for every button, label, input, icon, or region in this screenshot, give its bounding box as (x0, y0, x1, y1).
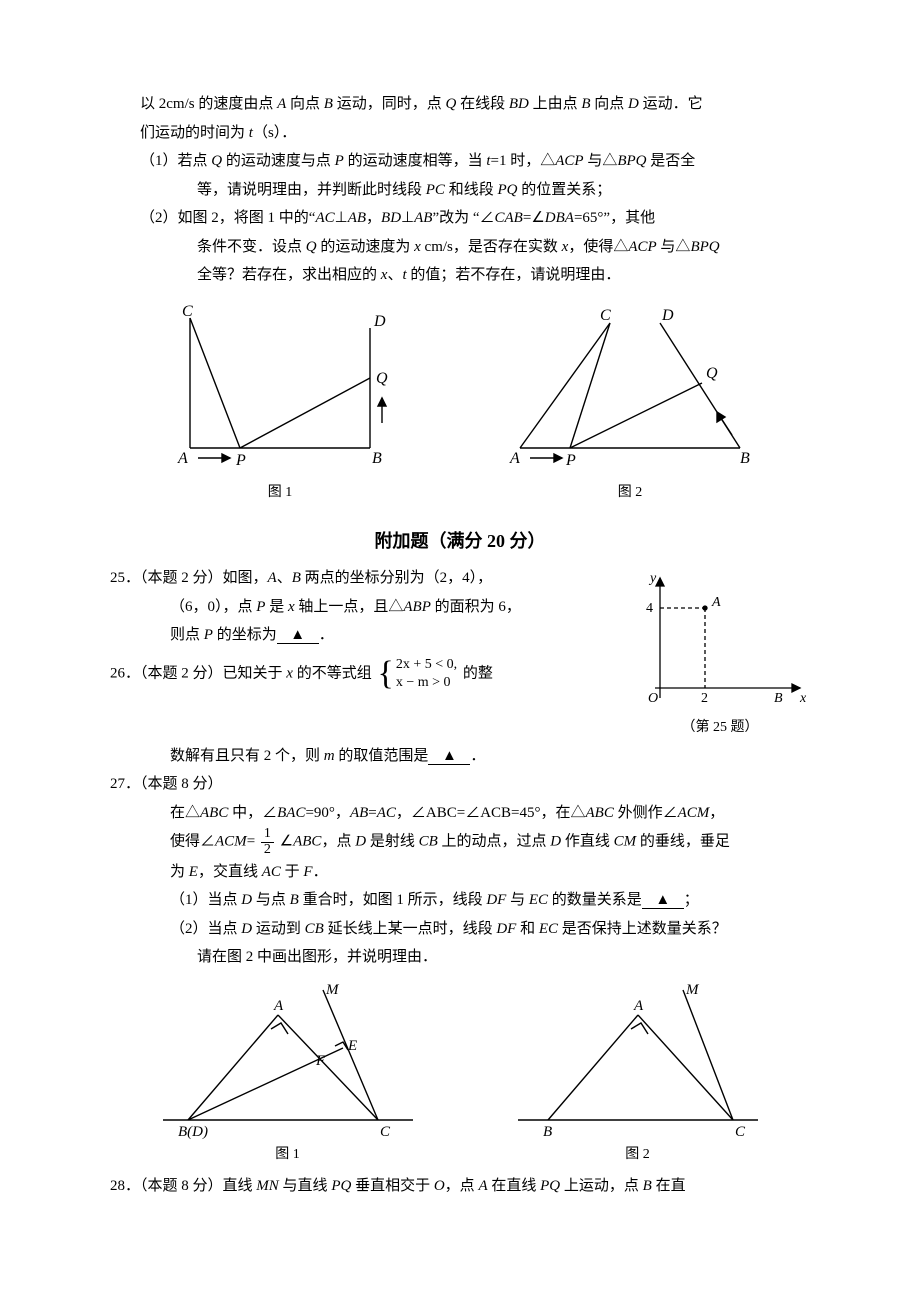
fig-2-caption: 图 2 (500, 480, 760, 507)
q27-figs: A B(D) C M E F 图 1 A B C M (110, 980, 810, 1169)
q25-line3: 则点 P 的坐标为▲． (110, 621, 612, 650)
svg-text:C: C (380, 1124, 391, 1140)
svg-text:x: x (799, 691, 807, 706)
q27-fig2: A B C M (503, 980, 773, 1140)
svg-text:B: B (774, 691, 783, 706)
svg-text:4: 4 (646, 601, 653, 616)
q27-line3: 为 E，交直线 AC 于 F． (110, 858, 810, 887)
svg-text:A: A (633, 998, 644, 1014)
svg-text:Q: Q (376, 370, 388, 387)
extra-section-title: 附加题（满分 20 分） (110, 524, 810, 558)
q27-fig1-caption: 图 1 (148, 1142, 428, 1169)
subq-2-line2: 条件不变．设点 Q 的运动速度为 x cm/s，是否存在实数 x，使得△ACP … (110, 233, 810, 262)
q25-line2: （6，0），点 P 是 x 轴上一点，且△ABP 的面积为 6， (110, 593, 612, 622)
q27-sub2a: （2）当点 D 运动到 CB 延长线上某一点时，线段 DF 和 EC 是否保持上… (110, 915, 810, 944)
q27-line1: 在△ABC 中，∠BAC=90°，AB=AC，∠ABC=∠ACB=45°，在△A… (110, 799, 810, 828)
subq-1-line2: 等，请说明理由，并判断此时线段 PC 和线段 PQ 的位置关系； (110, 176, 810, 205)
fig-1-svg: A B C D P Q (160, 298, 400, 478)
q25-figure: O x y A B 2 4 (630, 568, 810, 713)
svg-text:C: C (600, 307, 611, 324)
svg-text:2: 2 (701, 691, 708, 706)
svg-text:A: A (711, 595, 721, 610)
q26-line1: 26．（本题 2 分）已知关于 x 的不等式组 { 2x + 5 < 0, x … (110, 656, 612, 692)
subq-2-line3: 全等？若存在，求出相应的 x、t 的值；若不存在，请说明理由． (110, 261, 810, 290)
fig-2-svg: A B C D P Q (500, 298, 760, 478)
intro-line2: 们运动的时间为 t（s）． (110, 119, 810, 148)
q27-head: 27．（本题 8 分） (110, 770, 810, 799)
svg-text:A: A (177, 450, 188, 467)
svg-text:M: M (685, 982, 700, 998)
svg-text:P: P (565, 452, 576, 469)
q28-line1: 28．（本题 8 分）直线 MN 与直线 PQ 垂直相交于 O，点 A 在直线 … (110, 1172, 810, 1201)
svg-text:C: C (735, 1124, 746, 1140)
svg-text:B: B (740, 450, 750, 467)
svg-text:D: D (661, 307, 674, 324)
svg-text:E: E (347, 1038, 357, 1054)
q25-line1: 25．（本题 2 分）如图，A、B 两点的坐标分别为（2，4）， (110, 564, 612, 593)
svg-text:B(D): B(D) (178, 1124, 208, 1140)
intro-line1: 以 2cm/s 的速度由点 A 向点 B 运动，同时，点 Q 在线段 BD 上由… (110, 90, 810, 119)
svg-text:M: M (325, 982, 340, 998)
inequality-system: { 2x + 5 < 0, x − m > 0 (377, 656, 457, 692)
fraction-half: 12 (261, 827, 274, 857)
svg-text:P: P (235, 452, 246, 469)
q27-sub1: （1）当点 D 与点 B 重合时，如图 1 所示，线段 DF 与 EC 的数量关… (110, 886, 810, 915)
q27-line2: 使得∠ACM= 12 ∠ABC，点 D 是射线 CB 上的动点，过点 D 作直线… (110, 827, 810, 857)
q25-fig-caption: （第 25 题） (630, 715, 810, 742)
svg-text:B: B (372, 450, 382, 467)
subq-2-line1: （2）如图 2，将图 1 中的“AC⊥AB，BD⊥AB”改为 “∠CAB=∠DB… (110, 204, 810, 233)
q27-fig2-caption: 图 2 (503, 1142, 773, 1169)
svg-text:F: F (315, 1053, 326, 1069)
svg-text:y: y (648, 571, 657, 586)
svg-text:Q: Q (706, 365, 718, 382)
q27-fig1: A B(D) C M E F (148, 980, 428, 1140)
q26-line2: 数解有且只有 2 个，则 m 的取值范围是▲． (110, 742, 810, 771)
svg-text:B: B (543, 1124, 552, 1140)
q27-sub2b: 请在图 2 中画出图形，并说明理由． (110, 943, 810, 972)
fig-1-caption: 图 1 (160, 480, 400, 507)
svg-text:D: D (373, 313, 386, 330)
figs-1-2: A B C D P Q 图 1 (110, 298, 810, 507)
svg-text:O: O (648, 691, 658, 706)
svg-text:A: A (273, 998, 284, 1014)
subq-1-line1: （1）若点 Q 的运动速度与点 P 的运动速度相等，当 t=1 时，△ACP 与… (110, 147, 810, 176)
svg-text:A: A (509, 450, 520, 467)
svg-text:C: C (182, 303, 193, 320)
